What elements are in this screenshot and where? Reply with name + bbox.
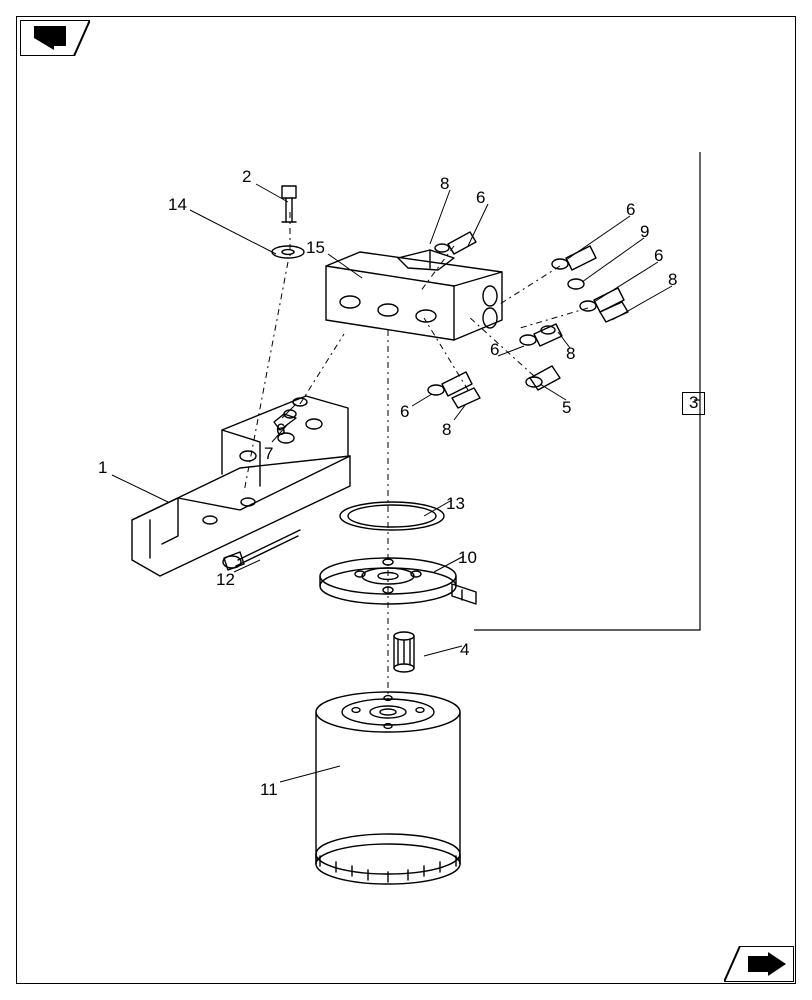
callout-6e: 6 [400, 402, 409, 422]
page-frame [16, 16, 796, 984]
callout-3: 3 [682, 392, 705, 415]
callout-1: 1 [98, 458, 107, 478]
callout-14: 14 [168, 195, 187, 215]
callout-6b: 6 [626, 200, 635, 220]
callout-11: 11 [260, 780, 278, 800]
callout-13: 13 [446, 494, 465, 514]
callout-15: 15 [306, 238, 325, 258]
callout-10: 10 [458, 548, 477, 568]
nav-forward-icon[interactable] [724, 946, 794, 982]
callout-8a: 8 [440, 174, 449, 194]
callout-6a: 6 [476, 188, 485, 208]
callout-6d: 6 [490, 340, 499, 360]
callout-8b: 8 [668, 270, 677, 290]
nav-back-icon[interactable] [20, 20, 90, 56]
callout-6c: 6 [654, 246, 663, 266]
callout-8d: 8 [442, 420, 451, 440]
diagram-canvas: 12141586696868685671213104113 [0, 0, 812, 1000]
callout-8c: 8 [566, 344, 575, 364]
callout-4: 4 [460, 640, 469, 660]
callout-12: 12 [216, 570, 235, 590]
callout-9: 9 [640, 222, 649, 242]
callout-2: 2 [242, 167, 251, 187]
callout-6f: 6 [276, 420, 285, 440]
callout-7: 7 [264, 444, 273, 464]
callout-5: 5 [562, 398, 571, 418]
